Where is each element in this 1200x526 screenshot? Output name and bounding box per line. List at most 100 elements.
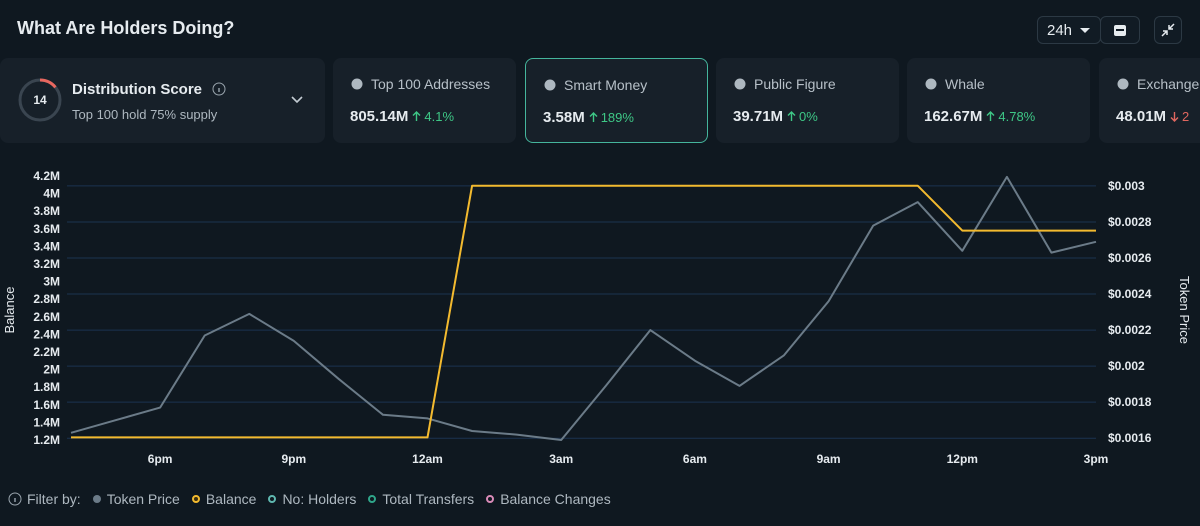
- legend-dot: [92, 495, 101, 503]
- legend-label: Token Price: [106, 491, 180, 507]
- y-tick-label: 1.2M: [33, 433, 60, 447]
- y-axis-label: Balance: [2, 287, 17, 334]
- chart: Balance Token Price $0.0016 $0.0018 $0.002…: [2, 169, 1192, 466]
- card-change-text: 0%: [799, 109, 818, 124]
- card-value: 162.67M 4.78%: [924, 108, 1035, 125]
- change-arrow: [1170, 112, 1179, 122]
- card-change-text: 189%: [600, 110, 634, 125]
- y2-tick-label: $0.0022: [1108, 323, 1152, 337]
- legend-label: Balance: [205, 491, 257, 507]
- card-icon: [544, 79, 556, 91]
- score-gauge: 14: [18, 78, 62, 122]
- collapse-button[interactable]: [1154, 16, 1182, 44]
- legend-item[interactable]: No: Holders: [268, 491, 356, 507]
- y-tick-label: 3M: [43, 275, 60, 289]
- card-icon: [351, 78, 363, 90]
- legend-item[interactable]: Balance: [191, 491, 257, 507]
- card-change: 4.1%: [412, 109, 454, 124]
- x-tick-label: 6pm: [148, 452, 173, 466]
- legend-label: Total Transfers: [382, 491, 475, 507]
- icon-shape: [925, 78, 937, 90]
- y2-tick-label: $0.0024: [1108, 287, 1152, 301]
- y-tick-label: 2.4M: [33, 327, 60, 341]
- legend-item[interactable]: Token Price: [92, 491, 180, 507]
- icon-shape: [734, 78, 746, 90]
- legend-item[interactable]: Balance Changes: [486, 491, 611, 507]
- legend-dot: [268, 495, 277, 503]
- stat-card[interactable]: Whale 162.67M 4.78%: [907, 58, 1090, 143]
- x-tick-label: 3pm: [1084, 452, 1109, 466]
- distribution-card[interactable]: 14 Distribution Score Top 100 hold 75% s…: [0, 58, 325, 143]
- change-arrow: [412, 111, 421, 121]
- legend-item[interactable]: Total Transfers: [368, 491, 474, 507]
- series-line: [70, 175, 1097, 441]
- gauge-arc: [18, 78, 62, 122]
- stat-card[interactable]: Public Figure 39.71M 0%: [716, 58, 899, 143]
- y-tick-label: 2.2M: [33, 345, 60, 359]
- y-tick-label: 4M: [43, 187, 60, 201]
- card-icon: [1117, 78, 1129, 90]
- legend-label: Balance Changes: [500, 491, 611, 507]
- card-label: Smart Money: [564, 77, 648, 93]
- card-value-text: 805.14M: [350, 108, 409, 125]
- y-tick-label: 3.4M: [33, 239, 60, 253]
- y2-tick-label: $0.0018: [1108, 395, 1152, 409]
- score-value: 14: [33, 93, 47, 107]
- y2-tick-label: $0.003: [1108, 179, 1145, 193]
- card-change: 2: [1170, 109, 1189, 124]
- card-icon: [734, 78, 746, 90]
- section-title: What Are Holders Doing?: [17, 18, 235, 38]
- legend-dot: [486, 495, 495, 503]
- icon-shape: [351, 78, 363, 90]
- card-value: 805.14M 4.1%: [350, 108, 454, 125]
- card-label: Exchange: [1137, 76, 1200, 92]
- card-value-text: 3.58M: [543, 109, 585, 126]
- stat-card[interactable]: Smart Money 3.58M 189%: [525, 58, 708, 143]
- expand-icon: [291, 96, 303, 104]
- x-tick-label: 12am: [412, 452, 443, 466]
- y2-axis-label: Token Price: [1177, 276, 1192, 344]
- change-arrow: [787, 111, 796, 121]
- y-tick-label: 2.6M: [33, 310, 60, 324]
- card-change: 4.78%: [986, 109, 1035, 124]
- legend-dot: [191, 495, 200, 503]
- card-icon: [925, 78, 937, 90]
- x-tick-label: 6am: [683, 452, 707, 466]
- y2-tick-label: $0.002: [1108, 359, 1145, 373]
- card-change-text: 4.1%: [424, 109, 455, 124]
- card-label: Public Figure: [754, 76, 836, 92]
- caret-icon: [1080, 28, 1091, 33]
- y-tick-label: 2M: [43, 363, 60, 377]
- y2-tick-label: $0.0016: [1108, 431, 1152, 445]
- card-label: Top 100 Addresses: [371, 76, 491, 92]
- x-tick-label: 3am: [549, 452, 573, 466]
- card-change-text: 4.78%: [998, 109, 1036, 124]
- change-arrow: [986, 111, 995, 121]
- icon-shape: [1117, 78, 1129, 90]
- stat-card[interactable]: Exchange 48.01M 2: [1099, 58, 1200, 143]
- legend-dot: [368, 495, 377, 503]
- card-change: 189%: [589, 110, 634, 125]
- card-value: 48.01M 2: [1116, 108, 1189, 125]
- info-icon: [212, 82, 226, 96]
- calendar-button[interactable]: [1100, 16, 1140, 44]
- arrow-shape: [412, 111, 421, 121]
- stat-card[interactable]: Top 100 Addresses 805.14M 4.1%: [333, 58, 516, 143]
- range-dropdown[interactable]: 24h: [1037, 16, 1101, 44]
- filter-label: Filter by:: [27, 491, 81, 507]
- arrow-shape: [1170, 112, 1179, 122]
- card-change: 0%: [787, 109, 818, 124]
- legend: Filter by: Token Price Balance No: Holders…: [8, 491, 611, 507]
- arrow-shape: [589, 112, 598, 122]
- arrow-shape: [787, 111, 796, 121]
- distribution-title: Distribution Score: [72, 81, 226, 98]
- change-arrow: [589, 112, 598, 122]
- series-line: [71, 184, 1096, 439]
- y-tick-label: 3.6M: [33, 222, 60, 236]
- y-tick-label: 2.8M: [33, 292, 60, 306]
- y-tick-label: 3.2M: [33, 257, 60, 271]
- x-tick-label: 9pm: [281, 452, 306, 466]
- card-value: 39.71M 0%: [733, 108, 818, 125]
- info-icon: [8, 492, 22, 506]
